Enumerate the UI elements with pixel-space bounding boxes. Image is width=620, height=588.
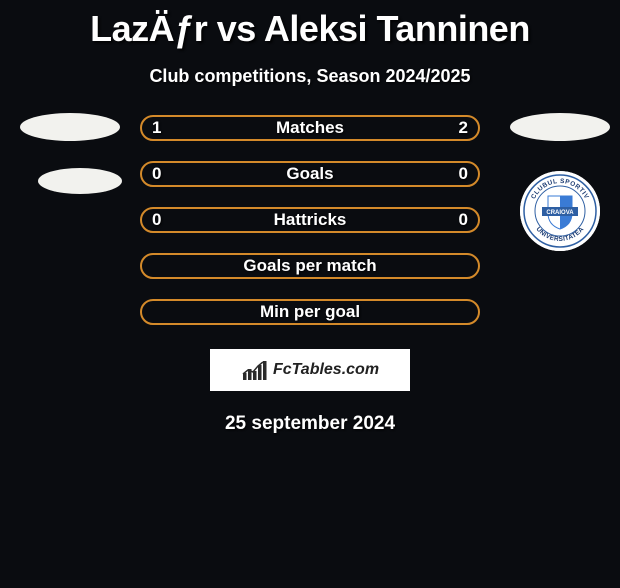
stat-row: Min per goal (140, 299, 480, 325)
subtitle: Club competitions, Season 2024/2025 (0, 66, 620, 87)
stats-rows: Matches 1 2 Goals 0 0 Hattricks 0 0 Goals per mat… (140, 115, 480, 325)
stat-value-right: 0 (459, 164, 468, 184)
stat-label: Matches (276, 118, 344, 138)
club-crest: CLUBUL SPORTIVUNIVERSITATEACRAIOVA (520, 171, 600, 251)
stat-label: Hattricks (274, 210, 347, 230)
stat-label: Goals per match (243, 256, 376, 276)
brand-text: FcTables.com (273, 361, 379, 379)
comparison-panel: CLUBUL SPORTIVUNIVERSITATEACRAIOVA Match… (0, 115, 620, 435)
stat-row: Goals 0 0 (140, 161, 480, 187)
club-crest-svg: CLUBUL SPORTIVUNIVERSITATEACRAIOVA (520, 171, 600, 251)
stat-label: Goals (286, 164, 333, 184)
ellipse-icon (510, 113, 610, 143)
stat-value-left: 0 (152, 164, 161, 184)
date-label: 25 september 2024 (0, 413, 620, 435)
ellipse-icon (10, 113, 130, 213)
stat-value-left: 0 (152, 210, 161, 230)
stat-row: Matches 1 2 (140, 115, 480, 141)
stat-value-right: 2 (459, 118, 468, 138)
stat-label: Min per goal (260, 302, 360, 322)
right-player-badges: CLUBUL SPORTIVUNIVERSITATEACRAIOVA (510, 113, 610, 143)
stat-value-right: 0 (459, 210, 468, 230)
left-player-badges (10, 113, 130, 213)
bars-icon (241, 360, 267, 380)
svg-text:CRAIOVA: CRAIOVA (546, 210, 574, 216)
stat-value-left: 1 (152, 118, 161, 138)
page-title: LazÄƒr vs Aleksi Tanninen (0, 8, 620, 50)
stat-row: Hattricks 0 0 (140, 207, 480, 233)
stat-row: Goals per match (140, 253, 480, 279)
brand-box: FcTables.com (210, 349, 410, 391)
